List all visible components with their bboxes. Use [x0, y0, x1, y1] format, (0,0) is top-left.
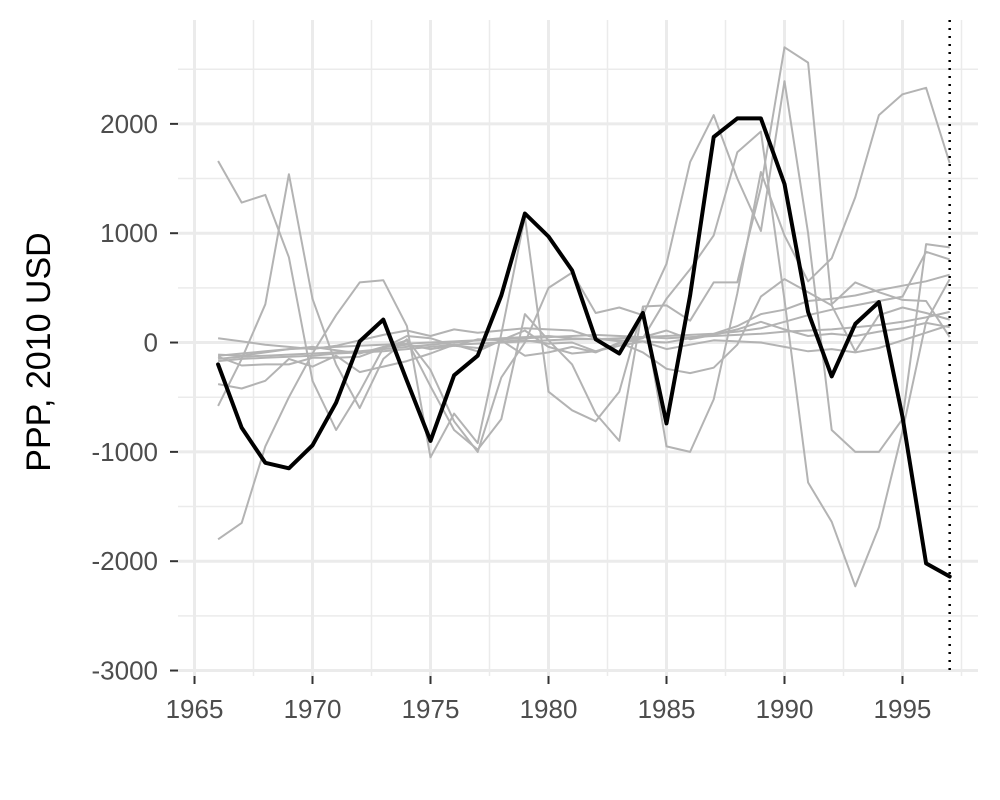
- y-tick-label: 1000: [100, 218, 158, 248]
- x-tick-label: 1990: [756, 694, 814, 724]
- x-tick-label: 1995: [874, 694, 932, 724]
- y-tick-label: 0: [144, 328, 158, 358]
- highlight-series-line: [216, 116, 952, 579]
- series-line-3: [217, 86, 951, 541]
- x-tick-label: 1985: [638, 694, 696, 724]
- series-line-7: [217, 320, 950, 351]
- x-tick-label: 1980: [520, 694, 578, 724]
- y-tick-label: -2000: [92, 546, 159, 576]
- y-tick-label: -1000: [92, 437, 159, 467]
- series-line-1: [217, 46, 951, 451]
- y-tick-label: -3000: [92, 656, 159, 686]
- y-tick-label: 2000: [100, 109, 158, 139]
- background-series-lines: [217, 46, 951, 588]
- series-line-5: [217, 130, 951, 588]
- major-gridlines: [178, 20, 978, 676]
- series-line-2: [217, 80, 950, 453]
- x-tick-label: 1965: [166, 694, 224, 724]
- x-axis-ticks: 1965 1970 1975 1980 1985 1990 1995: [166, 676, 932, 724]
- y-axis-title: PPP, 2010 USD: [20, 232, 58, 471]
- series-line-8: [218, 324, 951, 357]
- x-tick-label: 1975: [402, 694, 460, 724]
- series-line-10: [218, 250, 951, 363]
- y-axis-ticks: -3000 -2000 -1000 0 1000 2000: [92, 109, 178, 686]
- x-tick-label: 1970: [284, 694, 342, 724]
- series-line-9: [218, 310, 950, 357]
